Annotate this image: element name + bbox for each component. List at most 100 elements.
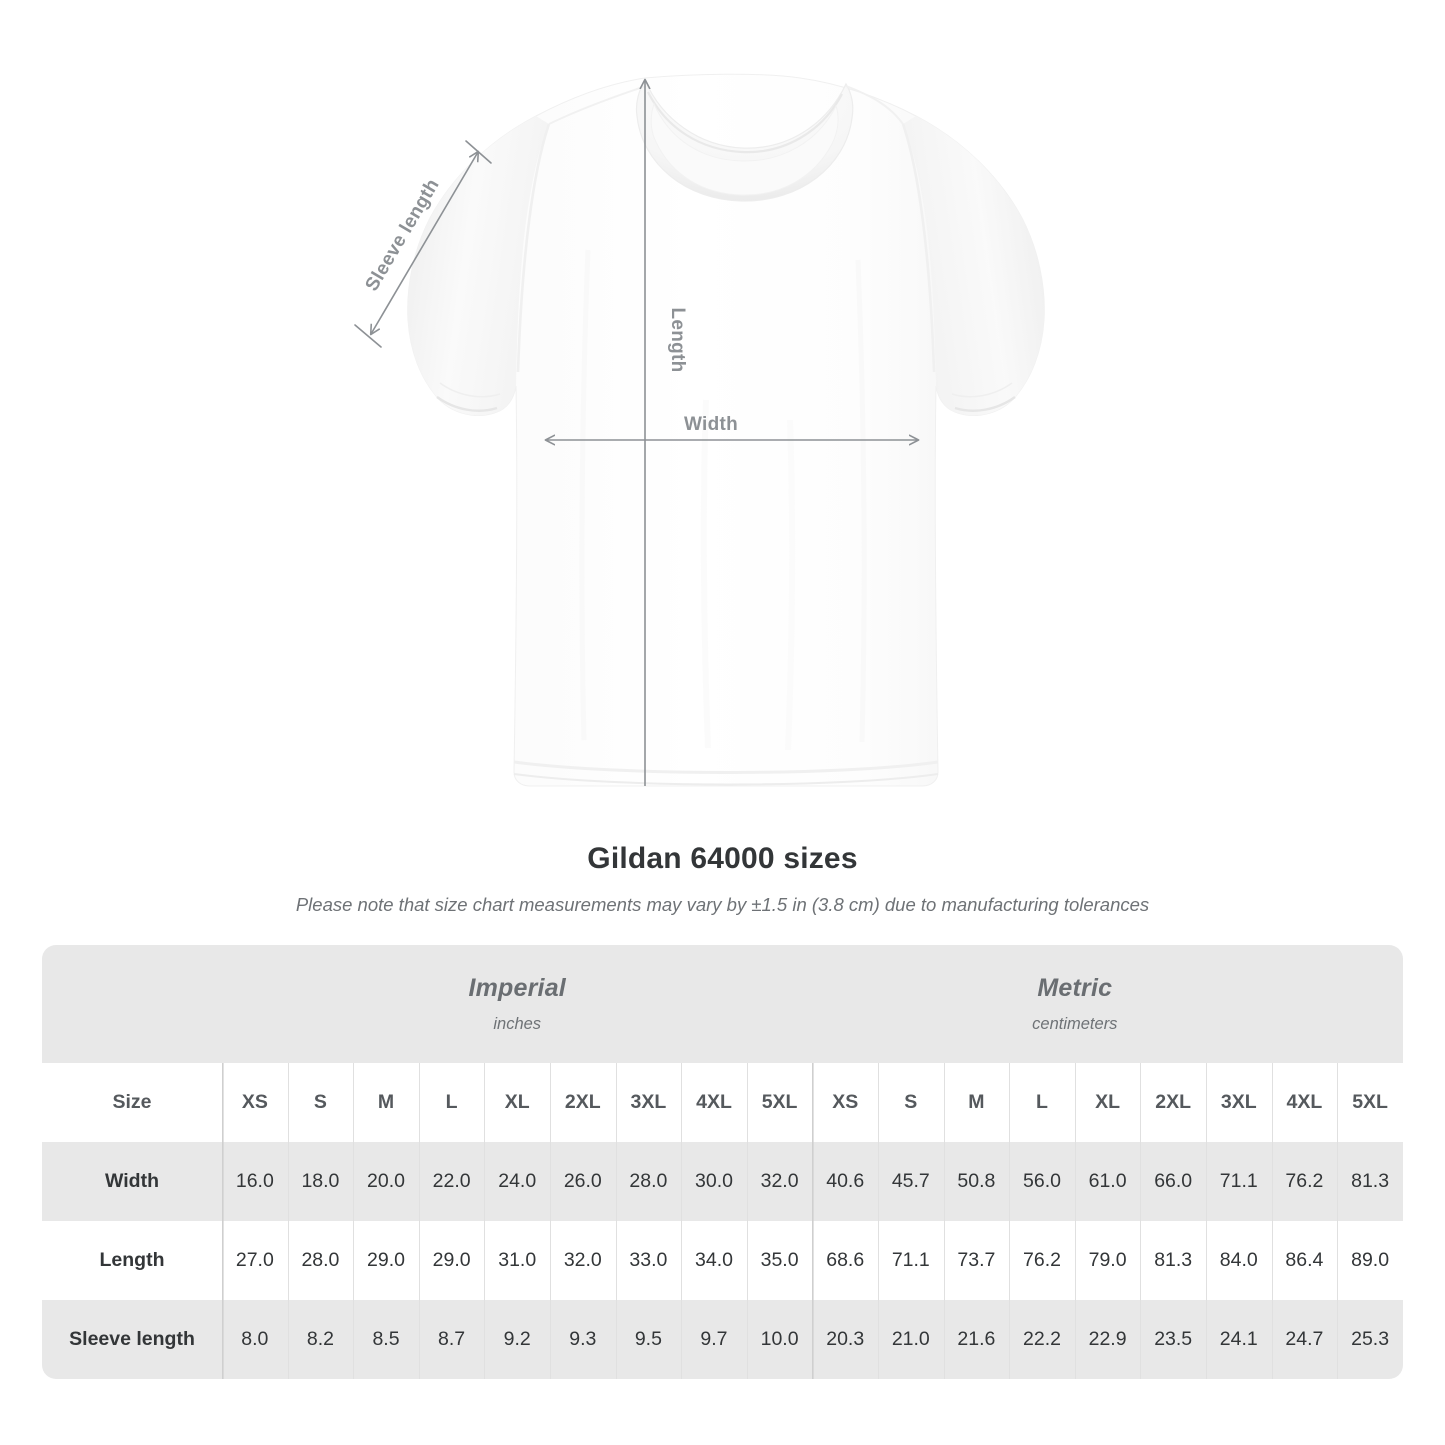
cell-sleeve-metric-2xl: 23.5 (1140, 1300, 1206, 1379)
cell-sleeve-metric-xs: 20.3 (812, 1300, 878, 1379)
cell-length-metric-xl: 79.0 (1074, 1221, 1141, 1300)
cell-width-metric-3xl: 71.1 (1205, 1142, 1272, 1221)
cell-width-metric-5xl: 81.3 (1337, 1142, 1403, 1221)
row-label-size: Size (42, 1063, 223, 1142)
size-header-metric-l: L (1009, 1063, 1075, 1142)
unit-imperial-sub: inches (493, 1015, 542, 1033)
cell-length-imperial-l: 29.0 (418, 1221, 485, 1300)
cell-sleeve-imperial-m: 8.5 (353, 1300, 419, 1379)
cell-length-metric-xs: 68.6 (812, 1221, 878, 1300)
cell-length-imperial-4xl: 34.0 (681, 1221, 747, 1300)
row-label-sleeve-length: Sleeve length (42, 1300, 223, 1379)
size-header-imperial-2xl: 2XL (550, 1063, 616, 1142)
cell-width-imperial-s: 18.0 (287, 1142, 354, 1221)
length-label: Length (667, 307, 688, 372)
size-header-metric-2xl: 2XL (1140, 1063, 1206, 1142)
size-header-metric-3xl: 3XL (1205, 1063, 1272, 1142)
cell-length-imperial-m: 29.0 (353, 1221, 419, 1300)
cell-sleeve-metric-l: 22.2 (1009, 1300, 1075, 1379)
cell-width-imperial-2xl: 26.0 (550, 1142, 616, 1221)
cell-sleeve-imperial-s: 8.2 (287, 1300, 354, 1379)
cell-length-imperial-s: 28.0 (287, 1221, 354, 1300)
cell-sleeve-imperial-2xl: 9.3 (550, 1300, 616, 1379)
size-header-imperial-4xl: 4XL (681, 1063, 747, 1142)
cell-sleeve-imperial-3xl: 9.5 (615, 1300, 682, 1379)
cell-width-metric-xs: 40.6 (812, 1142, 878, 1221)
tshirt-measurement-diagram: Sleeve length Length Width (354, 73, 1045, 787)
cell-sleeve-metric-5xl: 25.3 (1337, 1300, 1403, 1379)
size-header-metric-5xl: 5XL (1337, 1063, 1403, 1142)
size-header-metric-xl: XL (1074, 1063, 1141, 1142)
tshirt-illustration: Sleeve length Length Width (354, 73, 1045, 787)
cell-length-metric-2xl: 81.3 (1140, 1221, 1206, 1300)
size-header-imperial-xl: XL (484, 1063, 550, 1142)
cell-width-imperial-5xl: 32.0 (746, 1142, 813, 1221)
cell-length-metric-4xl: 86.4 (1271, 1221, 1338, 1300)
unit-group-imperial: Imperial inches (222, 945, 813, 1063)
cell-length-metric-5xl: 89.0 (1337, 1221, 1403, 1300)
cell-width-metric-m: 50.8 (943, 1142, 1010, 1221)
unit-metric-name: Metric (1037, 974, 1113, 1002)
cell-sleeve-metric-xl: 22.9 (1074, 1300, 1141, 1379)
size-header-imperial-l: L (418, 1063, 485, 1142)
page-title: Gildan 64000 sizes (587, 842, 858, 875)
table-row: Length 27.0 28.0 29.0 29.0 31.0 32.0 33.… (42, 1221, 1403, 1300)
unit-band-spacer (42, 945, 223, 1063)
cell-sleeve-imperial-5xl: 10.0 (746, 1300, 813, 1379)
row-label-width: Width (42, 1142, 223, 1221)
cell-width-metric-xl: 61.0 (1074, 1142, 1141, 1221)
cell-length-imperial-xs: 27.0 (222, 1221, 288, 1300)
table-row: Width 16.0 18.0 20.0 22.0 24.0 26.0 28.0… (42, 1142, 1403, 1221)
tshirt-body (407, 73, 1045, 787)
size-header-row: Size XS S M L XL 2XL 3XL 4XL 5XL XS S M … (42, 1063, 1403, 1142)
size-header-imperial-xs: XS (222, 1063, 288, 1142)
cell-width-imperial-l: 22.0 (418, 1142, 485, 1221)
cell-length-metric-l: 76.2 (1009, 1221, 1075, 1300)
cell-sleeve-imperial-xl: 9.2 (484, 1300, 550, 1379)
unit-band-row: Imperial inches Metric centimeters (42, 945, 1403, 1063)
cell-sleeve-imperial-4xl: 9.7 (681, 1300, 747, 1379)
cell-width-imperial-4xl: 30.0 (681, 1142, 747, 1221)
cell-width-metric-s: 45.7 (878, 1142, 944, 1221)
cell-width-imperial-3xl: 28.0 (615, 1142, 682, 1221)
row-label-length: Length (42, 1221, 223, 1300)
cell-width-metric-2xl: 66.0 (1140, 1142, 1206, 1221)
width-dimension: Width (546, 414, 918, 440)
table-row: Sleeve length 8.0 8.2 8.5 8.7 9.2 9.3 9.… (42, 1300, 1403, 1379)
unit-group-metric: Metric centimeters (812, 945, 1338, 1063)
size-header-metric-m: M (943, 1063, 1010, 1142)
width-label: Width (684, 414, 738, 435)
cell-length-metric-3xl: 84.0 (1205, 1221, 1272, 1300)
cell-sleeve-metric-3xl: 24.1 (1205, 1300, 1272, 1379)
size-chart-caption: Gildan 64000 sizes Please note that size… (0, 840, 1445, 917)
size-header-imperial-m: M (353, 1063, 419, 1142)
cell-width-metric-4xl: 76.2 (1271, 1142, 1338, 1221)
size-header-imperial-s: S (287, 1063, 354, 1142)
cell-length-imperial-5xl: 35.0 (746, 1221, 813, 1300)
length-dimension: Length (645, 80, 688, 786)
cell-sleeve-imperial-l: 8.7 (418, 1300, 485, 1379)
cell-length-imperial-2xl: 32.0 (550, 1221, 616, 1300)
cell-width-imperial-xl: 24.0 (484, 1142, 550, 1221)
cell-sleeve-imperial-xs: 8.0 (222, 1300, 288, 1379)
cell-length-imperial-xl: 31.0 (484, 1221, 550, 1300)
size-table-container: Imperial inches Metric centimeters Size … (42, 945, 1403, 1379)
tolerance-note: Please note that size chart measurements… (295, 894, 1150, 915)
cell-width-imperial-m: 20.0 (353, 1142, 419, 1221)
unit-imperial-name: Imperial (468, 974, 566, 1002)
cell-length-imperial-3xl: 33.0 (615, 1221, 682, 1300)
cell-sleeve-metric-4xl: 24.7 (1271, 1300, 1338, 1379)
size-header-metric-xs: XS (812, 1063, 878, 1142)
size-header-metric-s: S (878, 1063, 944, 1142)
unit-metric-sub: centimeters (1032, 1015, 1118, 1033)
cell-sleeve-metric-s: 21.0 (878, 1300, 944, 1379)
size-header-imperial-5xl: 5XL (746, 1063, 813, 1142)
size-header-metric-4xl: 4XL (1271, 1063, 1338, 1142)
cell-length-metric-s: 71.1 (878, 1221, 944, 1300)
size-chart-table: Imperial inches Metric centimeters Size … (42, 945, 1403, 1379)
cell-sleeve-metric-m: 21.6 (943, 1300, 1010, 1379)
cell-width-metric-l: 56.0 (1009, 1142, 1075, 1221)
unit-band-spacer-right (1337, 945, 1403, 1063)
cell-width-imperial-xs: 16.0 (222, 1142, 288, 1221)
cell-length-metric-m: 73.7 (943, 1221, 1010, 1300)
